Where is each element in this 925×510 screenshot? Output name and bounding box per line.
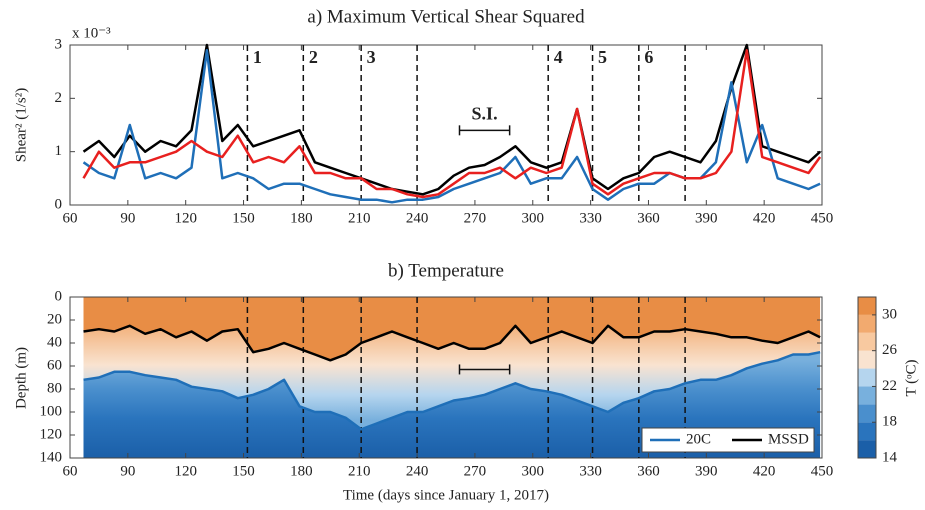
colorbar-band [858, 404, 876, 423]
y-tick-label: 1 [55, 143, 63, 159]
colorbar-tick-label: 18 [882, 414, 897, 430]
plot-frame [69, 44, 823, 206]
y-tick-label: 20 [47, 311, 62, 327]
x-tick-label: 270 [464, 463, 487, 479]
event-label: 2 [309, 47, 318, 67]
depth-line [83, 350, 821, 431]
colorbar-tick-label: 22 [882, 378, 897, 394]
colorbar-label: T (ᵒC) [903, 360, 919, 397]
legend-box [641, 427, 815, 453]
event-label: 3 [367, 47, 376, 67]
colorbar-band [858, 350, 876, 369]
x-axis-label: Time (days since January 1, 2017) [343, 487, 549, 503]
event-label: 5 [598, 47, 607, 67]
y-tick-label: 2 [55, 90, 63, 106]
x-tick-label: 180 [290, 210, 313, 226]
y-tick-label: 60 [47, 357, 62, 373]
colorbar-tick-label: 14 [882, 449, 898, 465]
x-tick-label: 60 [63, 463, 78, 479]
colorbar-band [858, 386, 876, 405]
colorbar-band [858, 332, 876, 351]
x-tick-label: 360 [637, 210, 660, 226]
legend-label: 20C [686, 431, 711, 447]
x-tick-label: 240 [406, 210, 429, 226]
colorbar-frame [857, 296, 877, 459]
x-tick-label: 420 [753, 210, 776, 226]
field-middle [83, 325, 821, 430]
colorbar-tick-label: 30 [882, 306, 897, 322]
x-tick-label: 240 [406, 463, 429, 479]
x-tick-label: 390 [695, 210, 718, 226]
y-tick-label: 0 [55, 288, 63, 304]
x-tick-label: 330 [579, 210, 602, 226]
y-tick-label: 0 [55, 196, 63, 212]
x-tick-label: 300 [522, 463, 545, 479]
y-tick-label: 80 [47, 380, 62, 396]
event-label: 4 [554, 47, 563, 67]
panel-b-title: b) Temperature [388, 260, 504, 281]
x-tick-label: 120 [174, 463, 197, 479]
shear-line [82, 43, 821, 196]
shear-line [82, 49, 821, 204]
x-tick-label: 270 [464, 210, 487, 226]
x-tick-label: 330 [579, 463, 602, 479]
bracket-label: S.I. [472, 103, 498, 123]
x-tick-label: 150 [232, 210, 255, 226]
colorbar-band [858, 422, 876, 441]
colorbar-tick-label: 26 [882, 342, 898, 358]
event-label: 1 [253, 47, 262, 67]
panel-a-title: a) Maximum Vertical Shear Squared [307, 6, 585, 27]
x-tick-label: 450 [811, 210, 834, 226]
colorbar-band [858, 297, 876, 315]
multiplier: x 10⁻³ [72, 25, 111, 41]
shear-line [82, 49, 822, 199]
event-label: 6 [644, 47, 653, 67]
y-axis-label: Shear² (1/s²) [13, 88, 29, 162]
y-tick-label: 120 [40, 426, 63, 442]
y-tick-label: 140 [40, 449, 63, 465]
x-tick-label: 210 [348, 463, 371, 479]
field-surface [83, 297, 821, 361]
colorbar-band [858, 368, 876, 387]
y-tick-label: 40 [47, 334, 62, 350]
x-tick-label: 120 [174, 210, 197, 226]
legend-label: MSSD [768, 431, 809, 447]
colorbar-band [858, 314, 876, 333]
x-tick-label: 210 [348, 210, 371, 226]
x-tick-label: 90 [120, 210, 135, 226]
x-tick-label: 420 [753, 463, 776, 479]
x-tick-label: 60 [63, 210, 78, 226]
x-tick-label: 150 [232, 463, 255, 479]
y-tick-label: 100 [40, 403, 63, 419]
x-tick-label: 90 [120, 463, 135, 479]
x-tick-label: 360 [637, 463, 660, 479]
x-tick-label: 390 [695, 463, 718, 479]
x-tick-label: 300 [522, 210, 545, 226]
y-tick-label: 3 [55, 36, 63, 52]
depth-line [83, 324, 821, 362]
y-axis-label: Depth (m) [13, 347, 29, 409]
x-tick-label: 180 [290, 463, 313, 479]
colorbar-band [858, 440, 876, 458]
field-deep [83, 352, 821, 458]
x-tick-label: 450 [811, 463, 834, 479]
plot-frame [69, 296, 823, 459]
